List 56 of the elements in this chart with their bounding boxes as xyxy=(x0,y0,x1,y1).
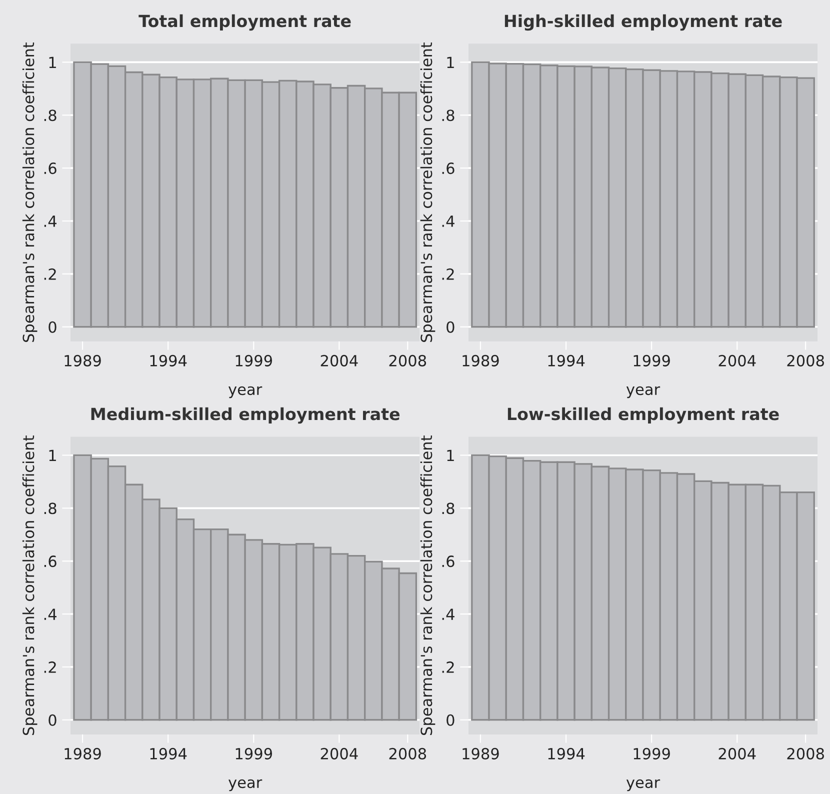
x-tick-label: 1989 xyxy=(462,748,499,760)
x-tick-label: 2004 xyxy=(320,354,358,366)
x-tick-label: 2004 xyxy=(320,748,358,760)
y-axis-title: Spearman's rank correlation coefficient xyxy=(420,42,436,342)
y-axis-title: Spearman's rank correlation coefficient xyxy=(22,436,38,735)
y-tick-label: .2 xyxy=(44,661,56,673)
y-tick-label: 0 xyxy=(446,714,454,726)
x-axis-title: year xyxy=(626,386,660,398)
x-tick-label: 1989 xyxy=(64,748,101,760)
y-tick-label: .4 xyxy=(442,608,454,620)
y-tick-label: .4 xyxy=(44,608,56,620)
y-tick-label: .2 xyxy=(442,268,454,280)
y-tick-label: 1 xyxy=(447,450,454,462)
x-tick-label: 1999 xyxy=(236,354,272,366)
x-axis-title: year xyxy=(228,779,262,792)
y-axis-title: Spearman's rank correlation coefficient xyxy=(22,42,38,342)
x-tick-label: 2008 xyxy=(389,354,426,366)
y-tick-label: 1 xyxy=(49,450,56,462)
y-tick-label: 0 xyxy=(48,321,56,333)
y-tick-label: .6 xyxy=(44,162,56,174)
x-tick-label: 1994 xyxy=(150,748,187,760)
x-tick-label: 1999 xyxy=(634,748,670,760)
x-tick-label: 2004 xyxy=(718,354,756,366)
y-tick-label: .6 xyxy=(442,556,454,568)
y-tick-label: .6 xyxy=(442,162,454,174)
y-tick-label: .2 xyxy=(442,661,454,673)
y-tick-label: .2 xyxy=(44,268,56,280)
y-tick-label: 1 xyxy=(49,56,56,68)
y-tick-label: .8 xyxy=(44,502,56,514)
chart-title: Total employment rate xyxy=(138,14,351,31)
x-tick-label: 2008 xyxy=(787,748,824,760)
y-tick-label: 0 xyxy=(48,714,56,726)
x-tick-label: 1994 xyxy=(548,354,585,366)
x-tick-label: 1999 xyxy=(236,748,272,760)
y-tick-label: .8 xyxy=(442,110,454,122)
x-tick-label: 1994 xyxy=(150,354,187,366)
y-tick-label: 1 xyxy=(447,56,454,68)
x-tick-label: 1994 xyxy=(548,748,585,760)
y-tick-label: .4 xyxy=(44,216,56,227)
chart-title: Low-skilled employment rate xyxy=(508,407,779,424)
x-tick-label: 1999 xyxy=(634,354,670,366)
x-tick-label: 1989 xyxy=(64,354,101,366)
y-axis-title: Spearman's rank correlation coefficient xyxy=(420,436,436,735)
y-tick-label: .8 xyxy=(44,110,56,122)
y-tick-label: .8 xyxy=(442,502,454,514)
x-tick-label: 1989 xyxy=(462,354,499,366)
y-tick-label: 0 xyxy=(446,321,454,333)
x-axis-title: year xyxy=(228,386,262,398)
chart-title: Medium-skilled employment rate xyxy=(91,407,400,424)
y-tick-label: .4 xyxy=(442,216,454,227)
chart-title: High-skilled employment rate xyxy=(504,14,782,31)
x-tick-label: 2008 xyxy=(787,354,824,366)
y-tick-label: .6 xyxy=(44,556,56,568)
x-tick-label: 2004 xyxy=(718,748,756,760)
x-tick-label: 2008 xyxy=(389,748,426,760)
x-axis-title: year xyxy=(626,779,660,792)
